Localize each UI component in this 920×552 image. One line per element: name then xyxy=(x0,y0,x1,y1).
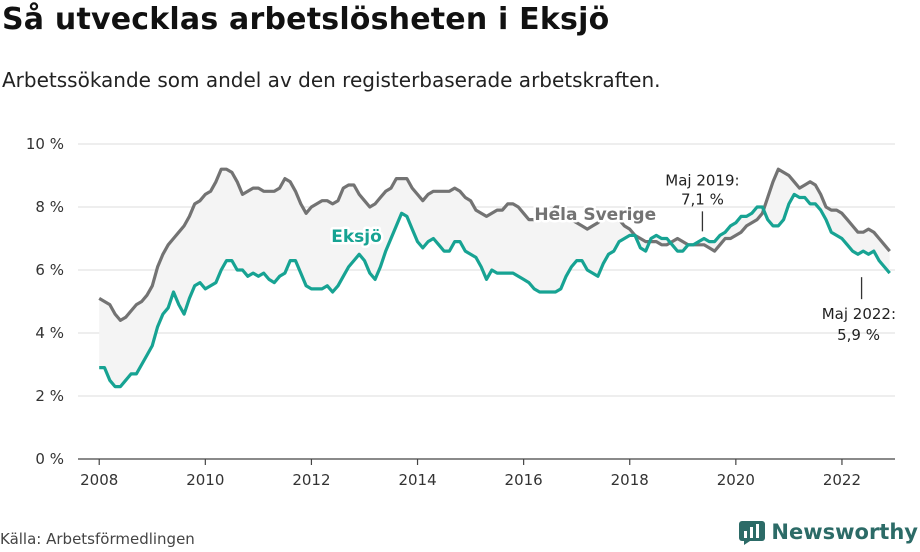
series-line-eksjo xyxy=(99,192,891,389)
annotation-value: 5,9 % xyxy=(837,326,880,344)
brand-logo: Newsworthy xyxy=(739,519,918,545)
source-note: Källa: Arbetsförmedlingen xyxy=(0,530,195,548)
chart-subtitle: Arbetssökande som andel av den registerb… xyxy=(2,68,661,92)
x-tick-label: 2016 xyxy=(505,471,543,489)
brand-name: Newsworthy xyxy=(771,520,918,544)
annotation-text: Maj 2022: xyxy=(822,305,896,323)
annotations: Maj 2019:7,1 % Maj 2022: 5,9 % xyxy=(665,171,896,344)
x-tick-label: 2014 xyxy=(398,471,436,489)
annotation-value: 7,1 % xyxy=(681,190,724,208)
series-label-halo: Eksjö xyxy=(331,227,382,247)
series-label-halo: Hela Sverige xyxy=(534,205,656,225)
y-tick-label: 0 % xyxy=(35,450,64,468)
x-tick-label: 2020 xyxy=(717,471,755,489)
y-tick-label: 6 % xyxy=(35,261,64,279)
x-tick-label: 2012 xyxy=(292,471,330,489)
y-tick-label: 4 % xyxy=(35,324,64,342)
y-axis: 0 % 2 % 4 % 6 % 8 % 10 % xyxy=(26,135,64,468)
y-tick-label: 2 % xyxy=(35,387,64,405)
x-tick-label: 2008 xyxy=(80,471,118,489)
series-label: Hela Sverige xyxy=(534,205,656,225)
x-tick-label: 2010 xyxy=(186,471,224,489)
annotation-text: Maj 2019: xyxy=(665,171,739,189)
gap-fill-area xyxy=(99,169,890,387)
series-label: Eksjö xyxy=(331,227,382,247)
series-line-hela-sverige xyxy=(98,167,891,322)
x-tick-label: 2018 xyxy=(611,471,649,489)
bar-chart-icon xyxy=(739,521,766,545)
y-tick-label: 10 % xyxy=(26,135,64,153)
x-tick-label: 2022 xyxy=(823,471,861,489)
chart-title: Så utvecklas arbetslösheten i Eksjö xyxy=(2,2,610,37)
x-axis: 2008 2010 2012 2014 2016 2018 2020 2022 xyxy=(80,459,861,489)
y-tick-label: 8 % xyxy=(35,198,64,216)
